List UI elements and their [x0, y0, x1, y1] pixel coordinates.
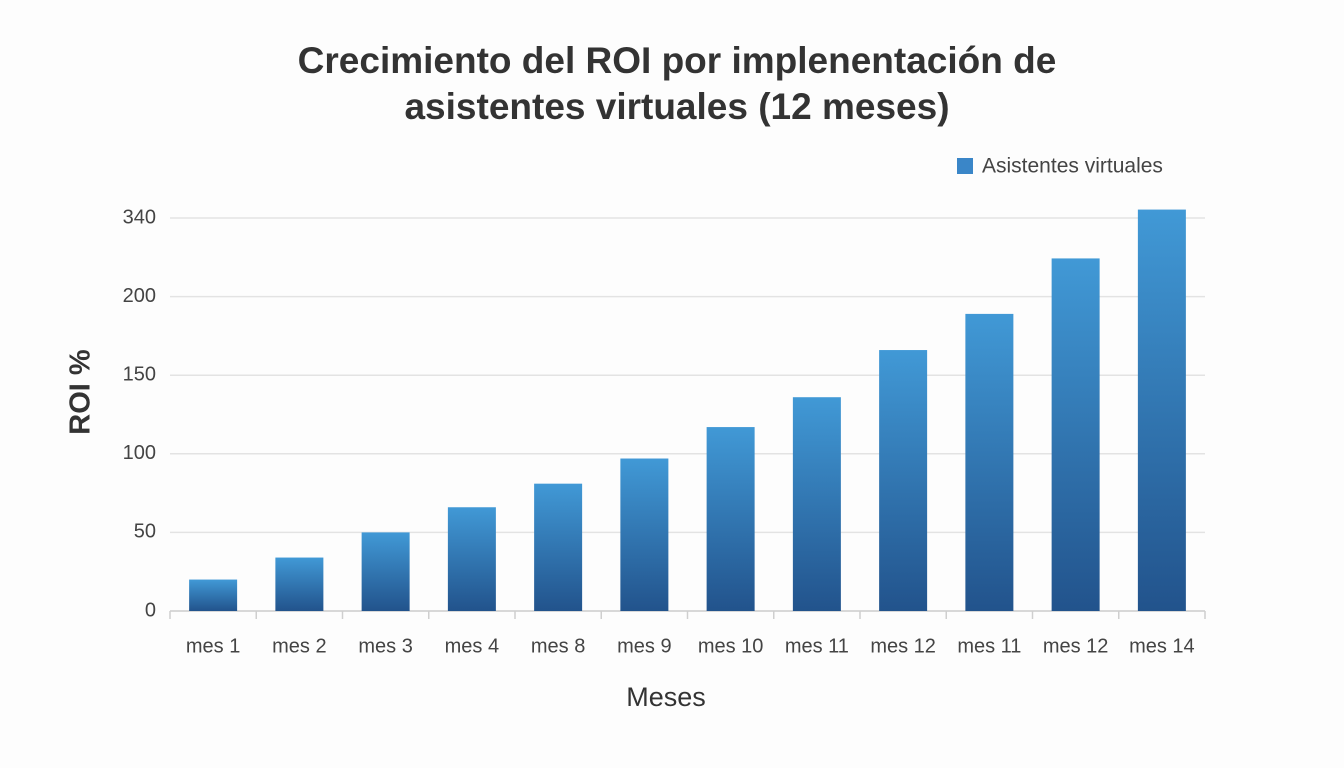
bar	[792, 397, 841, 611]
bar	[275, 557, 324, 611]
x-tick-label: mes 1	[186, 635, 240, 657]
y-tick-label: 100	[123, 442, 156, 464]
bar	[620, 458, 669, 611]
x-tick-label: mes 4	[445, 635, 499, 657]
x-tick-label: mes 2	[272, 635, 326, 657]
x-tick-label: mes 12	[1043, 635, 1109, 657]
bar	[1137, 209, 1186, 612]
chart-title: Crecimiento del ROI por implenentación d…	[297, 40, 1057, 127]
bar	[361, 532, 410, 611]
x-tick-label: mes 11	[957, 635, 1021, 657]
bar	[965, 313, 1014, 611]
bar	[534, 483, 583, 611]
x-tick-label: mes 14	[1129, 635, 1195, 657]
x-tick-label: mes 12	[870, 635, 936, 657]
bar	[706, 427, 755, 611]
x-tick-label: mes 9	[617, 635, 671, 657]
bar	[189, 579, 238, 611]
y-tick-label: 340	[123, 206, 156, 228]
x-tick-label: mes 8	[531, 635, 585, 657]
bar	[879, 350, 928, 611]
bar	[1051, 258, 1100, 611]
x-tick-label: mes 3	[358, 635, 412, 657]
legend-swatch	[957, 158, 973, 174]
bar	[447, 507, 496, 611]
y-tick-label: 150	[123, 363, 156, 385]
x-tick-label: mes 11	[785, 635, 849, 657]
x-axis-label: Meses	[626, 682, 706, 712]
y-tick-label: 200	[123, 285, 156, 307]
y-tick-label: 0	[145, 599, 156, 621]
x-tick-label: mes 10	[698, 635, 764, 657]
legend-label: Asistentes virtuales	[982, 155, 1163, 178]
y-axis-label: ROI %	[65, 349, 97, 435]
y-tick-label: 50	[134, 521, 156, 543]
